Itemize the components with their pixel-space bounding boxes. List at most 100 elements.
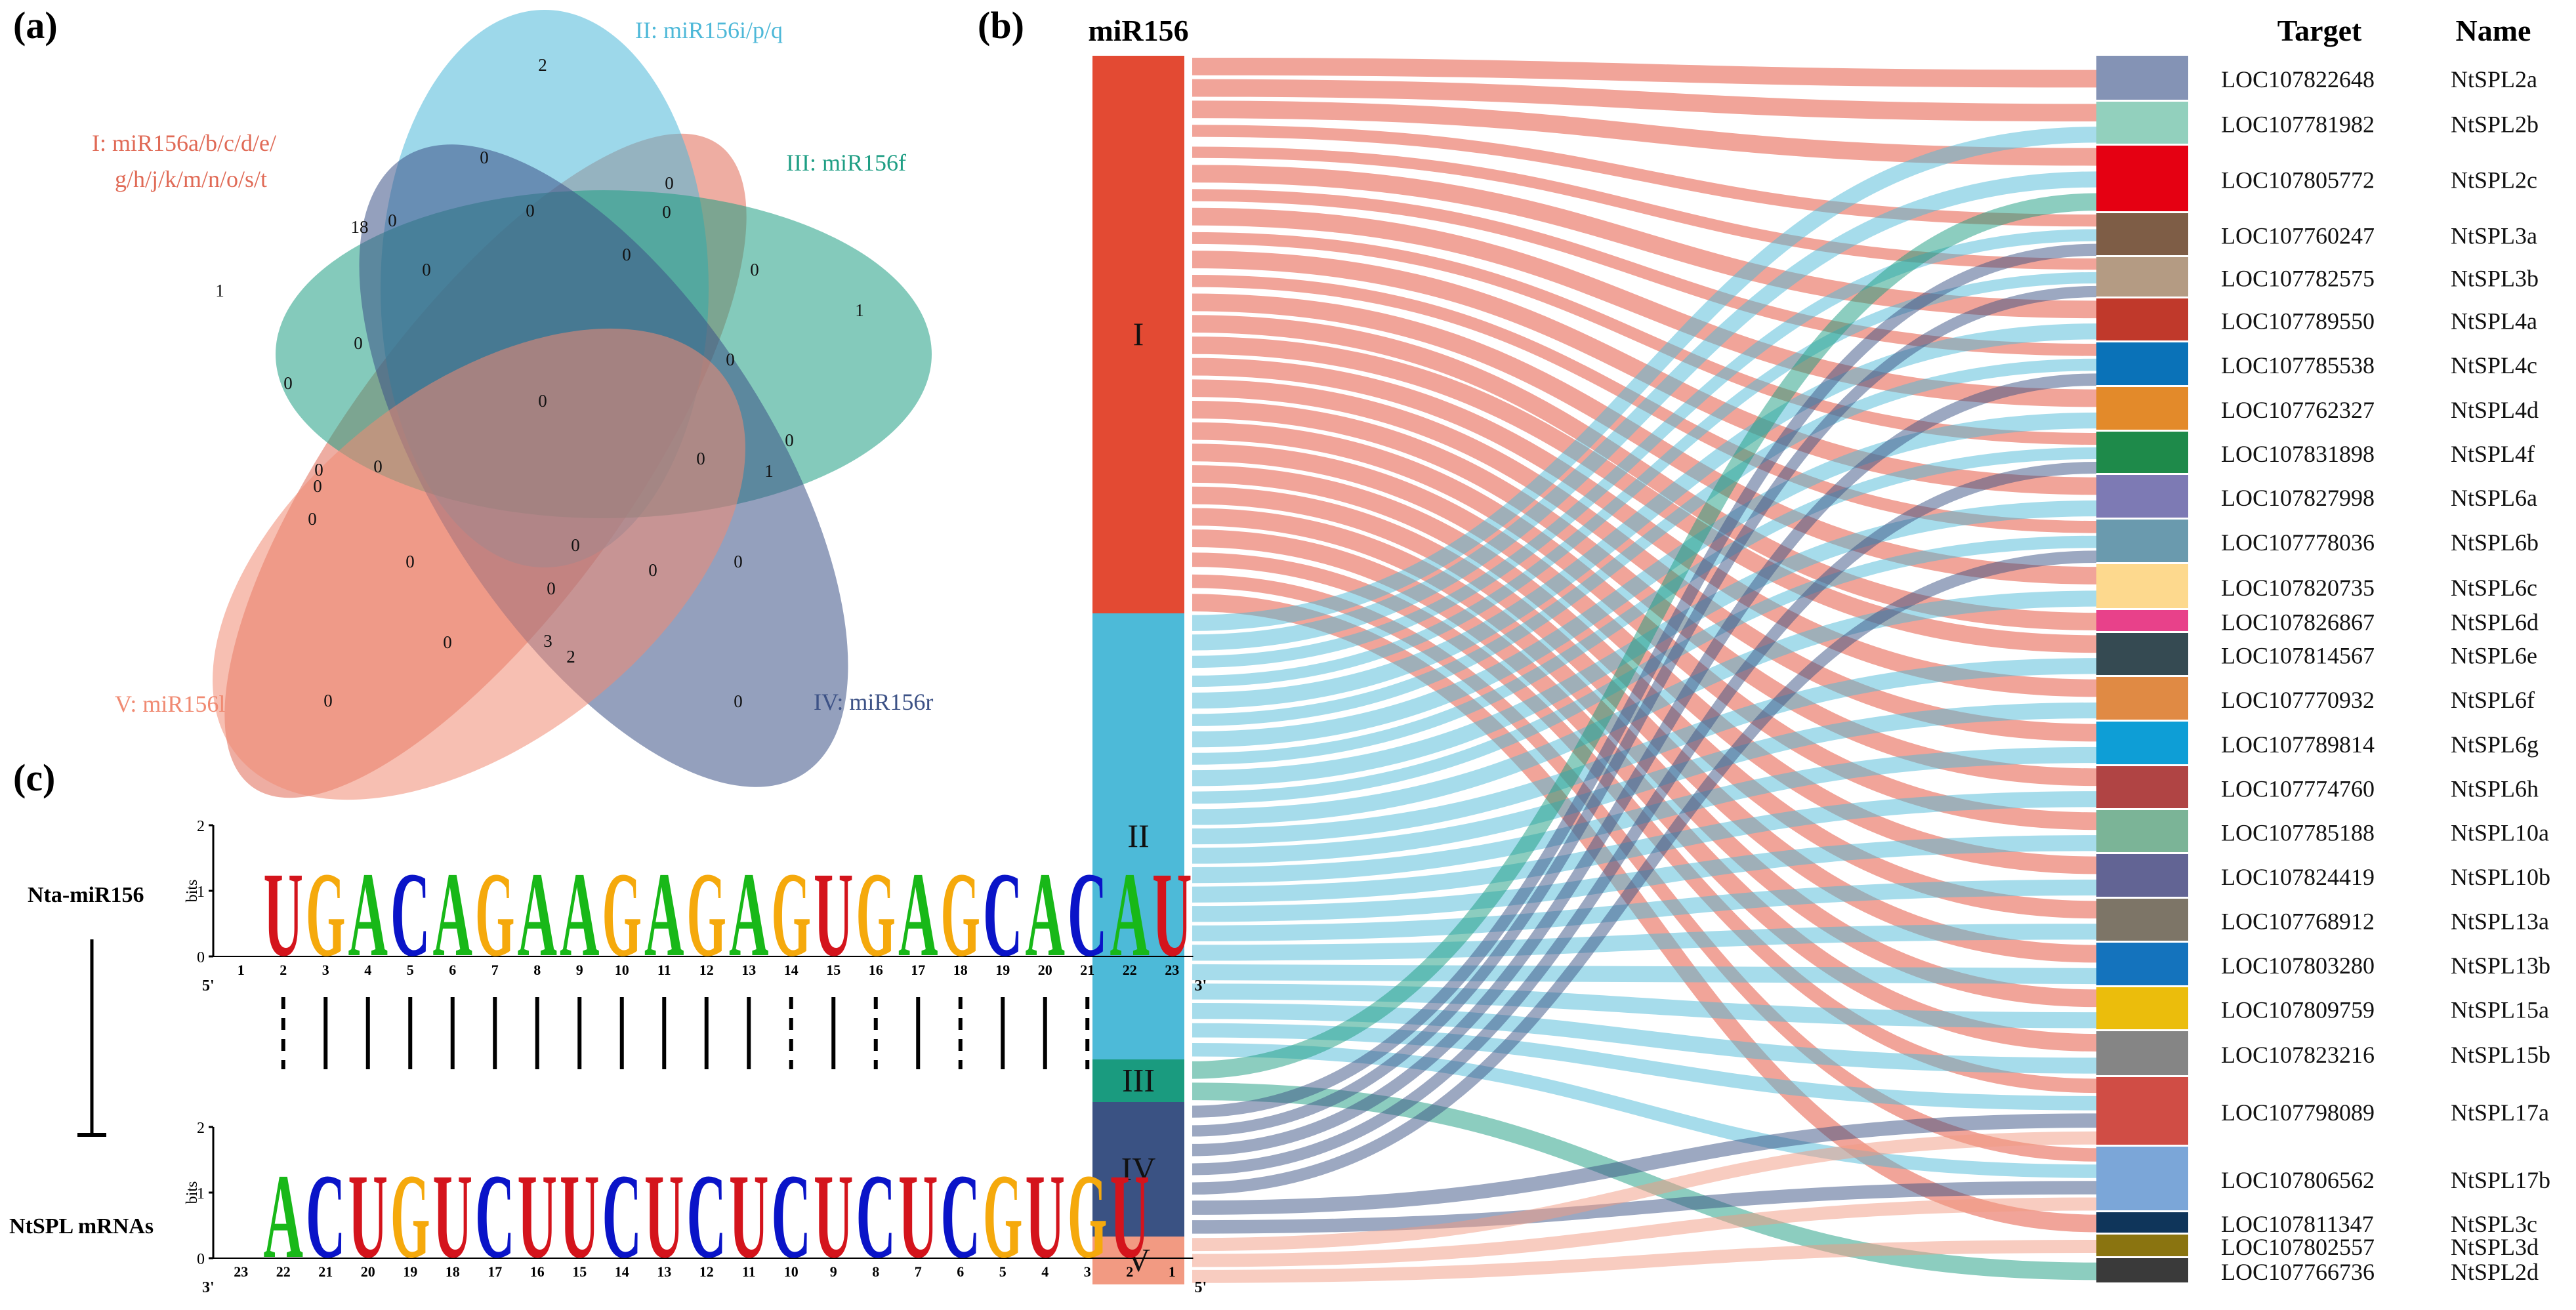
target-loc: LOC107802557 bbox=[2221, 1234, 2375, 1260]
logo-letter: G bbox=[306, 848, 346, 982]
venn-label-I-line2: g/h/j/k/m/n/o/s/t bbox=[115, 166, 267, 192]
venn-count: 0 bbox=[726, 350, 735, 369]
venn-count: 0 bbox=[323, 691, 333, 710]
venn-count: 0 bbox=[648, 560, 657, 580]
logo-tick-label: 2 bbox=[197, 1120, 205, 1137]
venn-count: 2 bbox=[538, 55, 547, 75]
venn-count: 0 bbox=[443, 632, 452, 652]
venn-count: 0 bbox=[405, 552, 415, 571]
target-name: NtSPL6f bbox=[2451, 687, 2535, 713]
target-node bbox=[2096, 899, 2188, 941]
logo-position: 13 bbox=[741, 962, 756, 978]
target-name: NtSPL2c bbox=[2451, 167, 2537, 194]
logo-letter: U bbox=[814, 1149, 854, 1284]
venn-count: 1 bbox=[764, 461, 774, 481]
logo-letter: A bbox=[898, 848, 938, 982]
venn-count: 0 bbox=[480, 148, 489, 167]
target-node bbox=[2096, 564, 2188, 608]
target-name: NtSPL2d bbox=[2451, 1259, 2539, 1285]
logo-position: 19 bbox=[995, 962, 1010, 978]
target-node bbox=[2096, 213, 2188, 255]
logo-position: 1 bbox=[1169, 1263, 1176, 1280]
target-loc: LOC107785538 bbox=[2221, 352, 2375, 379]
target-node bbox=[2096, 810, 2188, 852]
sankey-link bbox=[1192, 100, 2097, 166]
target-loc: LOC107766736 bbox=[2221, 1259, 2375, 1285]
venn-count: 0 bbox=[734, 691, 743, 711]
logo-letter: A bbox=[518, 848, 558, 982]
target-name: NtSPL2b bbox=[2451, 112, 2539, 138]
sankey-link bbox=[1192, 243, 2097, 1118]
logo-position: 8 bbox=[533, 962, 541, 978]
logo-position: 13 bbox=[657, 1263, 671, 1280]
logo-letter: U bbox=[729, 1149, 769, 1284]
logo-label-mrna: NtSPL mRNAs bbox=[9, 1214, 154, 1238]
logo-5prime: 5' bbox=[202, 977, 215, 994]
venn-label-III: III: miR156f bbox=[786, 150, 906, 176]
target-node bbox=[2096, 1077, 2188, 1145]
target-loc: LOC107770932 bbox=[2221, 687, 2375, 713]
target-node bbox=[2096, 1258, 2188, 1282]
logo-position: 14 bbox=[784, 962, 799, 978]
sankey-link bbox=[1192, 791, 2097, 903]
target-name: NtSPL6e bbox=[2451, 643, 2537, 669]
logo-position: 14 bbox=[615, 1263, 629, 1280]
logo-5prime: 3' bbox=[202, 1279, 215, 1296]
target-loc: LOC107785188 bbox=[2221, 820, 2375, 846]
target-loc: LOC107823216 bbox=[2221, 1042, 2375, 1068]
venn-count: 0 bbox=[313, 476, 322, 496]
target-loc: LOC107762327 bbox=[2221, 397, 2375, 423]
logo-letter: G bbox=[390, 1149, 430, 1284]
venn-count: 18 bbox=[351, 217, 369, 237]
target-node bbox=[2096, 146, 2188, 211]
target-node bbox=[2096, 766, 2188, 808]
panel-label-b: (b) bbox=[978, 4, 1024, 47]
target-node bbox=[2096, 1031, 2188, 1075]
target-name: NtSPL6a bbox=[2451, 485, 2537, 511]
target-name: NtSPL6c bbox=[2451, 575, 2537, 601]
logo-position: 19 bbox=[403, 1263, 417, 1280]
sankey-link bbox=[1192, 193, 2097, 1079]
logo-letter: G bbox=[983, 1149, 1023, 1284]
logo-position: 17 bbox=[488, 1263, 502, 1280]
logo-position: 1 bbox=[238, 962, 245, 978]
logo-letter: G bbox=[772, 848, 812, 982]
target-name: NtSPL3a bbox=[2451, 223, 2537, 249]
venn-count: 0 bbox=[388, 211, 397, 230]
venn-count: 0 bbox=[538, 391, 547, 411]
target-loc: LOC107806562 bbox=[2221, 1167, 2375, 1193]
logo-position: 20 bbox=[1038, 962, 1052, 978]
logo-letter: A bbox=[433, 848, 473, 982]
target-node bbox=[2096, 987, 2188, 1029]
target-node bbox=[2096, 633, 2188, 675]
logo-tick-label: 0 bbox=[197, 1251, 205, 1268]
sankey-link bbox=[1192, 461, 2097, 1176]
logo-position: 5 bbox=[999, 1263, 1007, 1280]
target-name: NtSPL15b bbox=[2451, 1042, 2550, 1068]
venn-count: 0 bbox=[665, 173, 674, 193]
logo-position: 6 bbox=[449, 962, 456, 978]
venn-count: 0 bbox=[750, 260, 759, 279]
logo-letter: A bbox=[1026, 848, 1066, 982]
sankey-link bbox=[1192, 57, 2097, 88]
target-loc: LOC107805772 bbox=[2221, 167, 2375, 194]
target-loc: LOC107814567 bbox=[2221, 643, 2375, 669]
name-header: Name bbox=[2456, 14, 2531, 47]
venn-label-I: I: miR156a/b/c/d/e/ bbox=[92, 130, 276, 156]
panel-label-c: (c) bbox=[13, 756, 55, 799]
sankey-link bbox=[1192, 443, 2097, 874]
sankey-link bbox=[1192, 702, 2097, 864]
panel-label-a: (a) bbox=[13, 4, 58, 47]
logo-position: 17 bbox=[911, 962, 925, 978]
venn-count: 0 bbox=[422, 260, 431, 279]
logo-letter: U bbox=[644, 1149, 684, 1284]
logo-position: 10 bbox=[615, 962, 629, 978]
target-loc: LOC107789814 bbox=[2221, 731, 2375, 758]
logo-letter: U bbox=[433, 1149, 473, 1284]
venn-count: 0 bbox=[734, 552, 743, 571]
target-loc: LOC107827998 bbox=[2221, 485, 2375, 511]
sankey-link bbox=[1192, 550, 2097, 1195]
target-name: NtSPL17b bbox=[2451, 1167, 2550, 1193]
logo-position: 18 bbox=[446, 1263, 460, 1280]
